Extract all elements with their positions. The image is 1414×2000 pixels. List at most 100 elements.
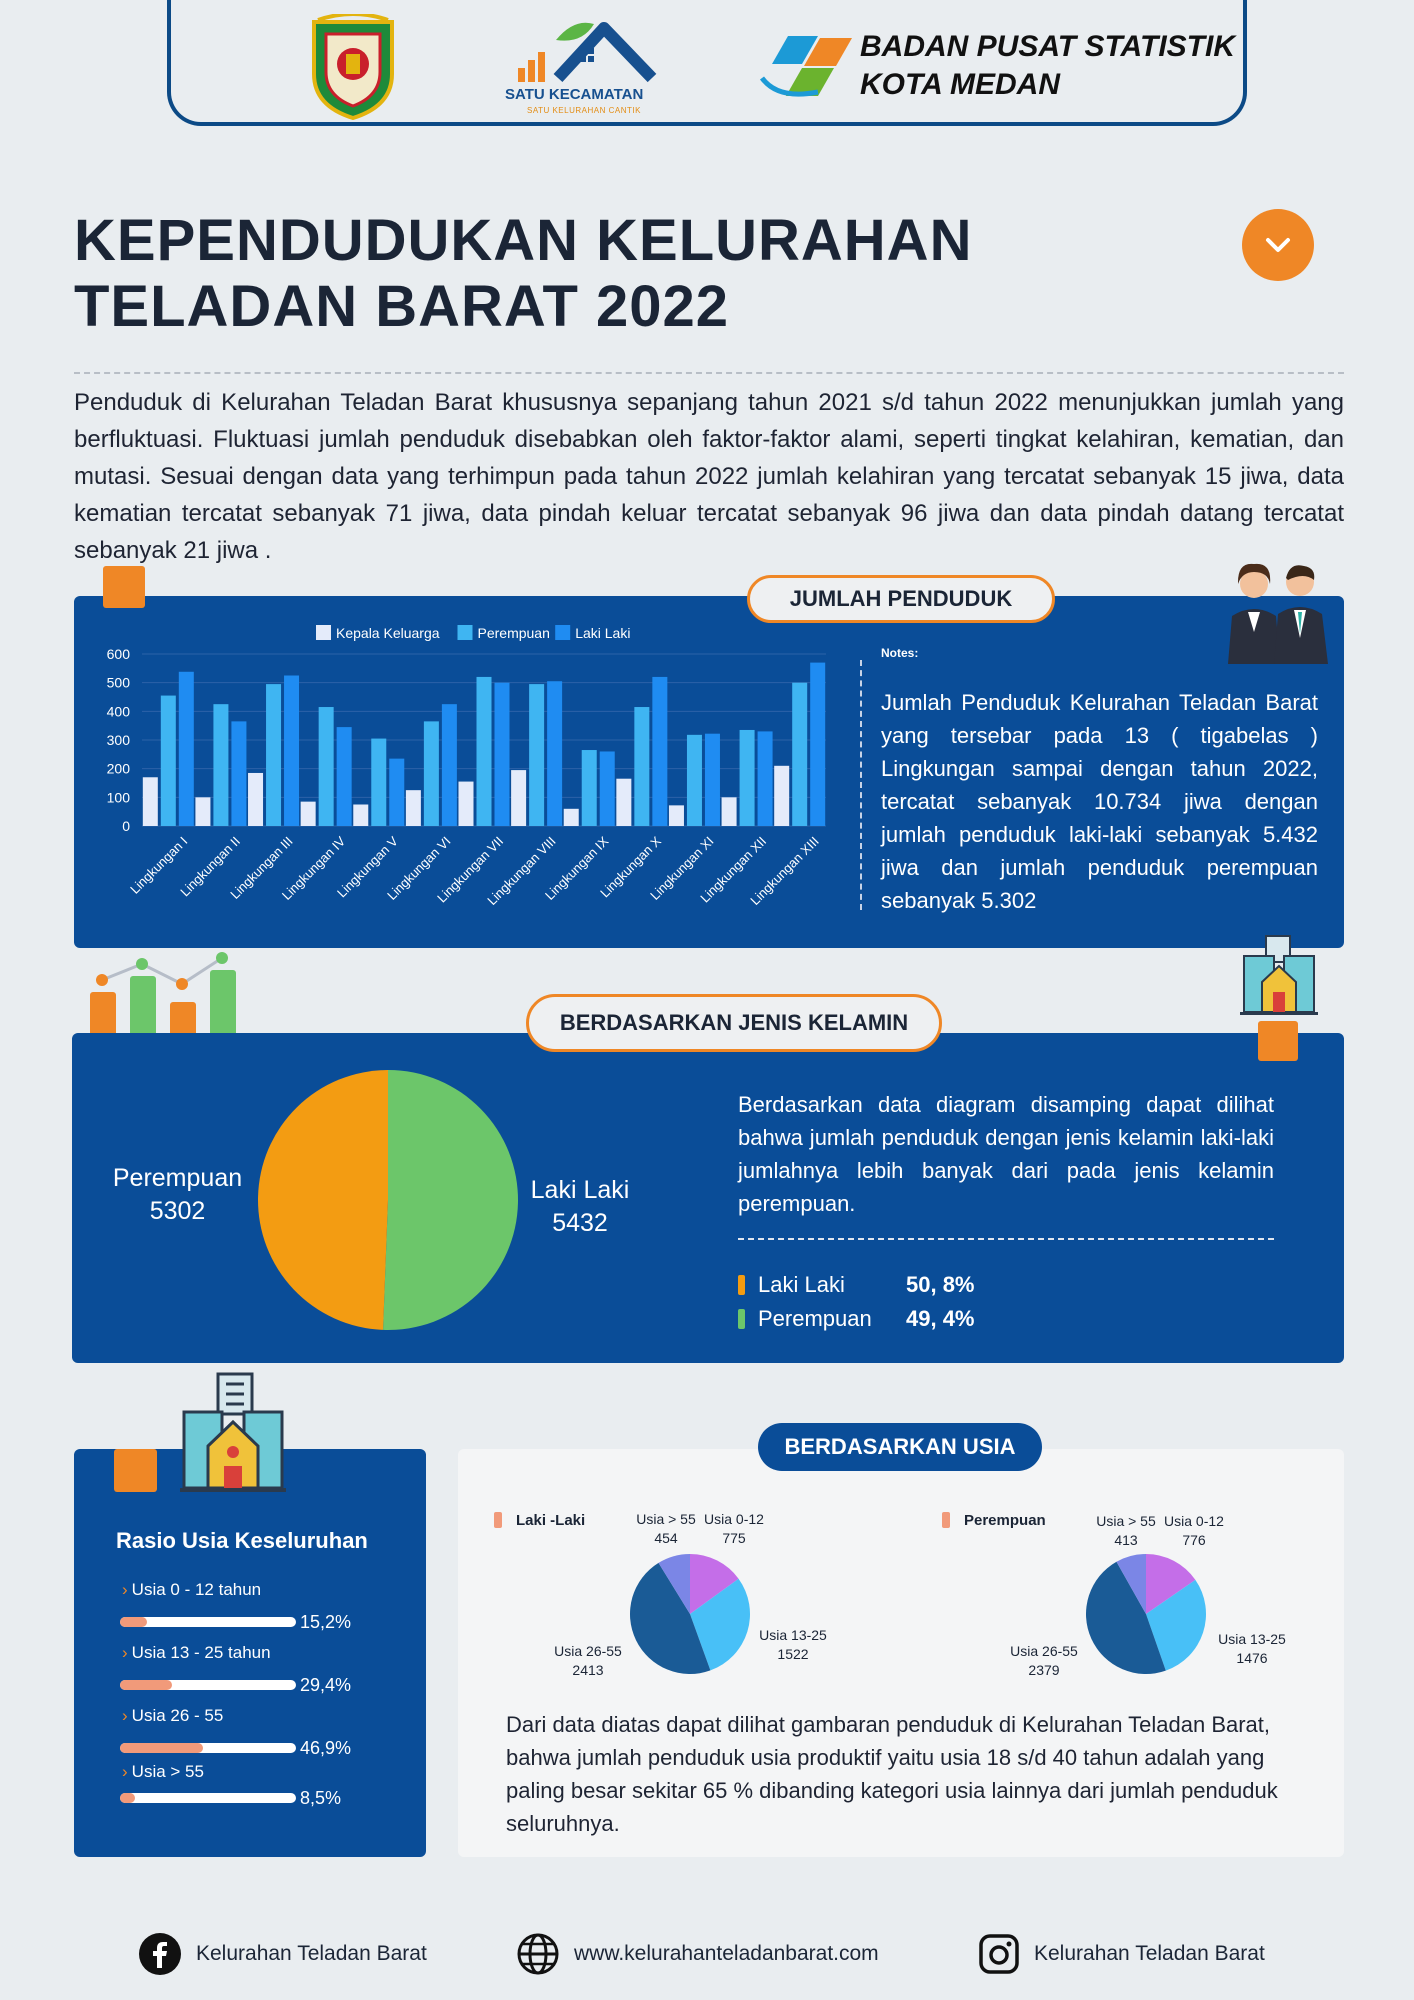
female-age-heading-text: Perempuan [964,1512,1046,1529]
ratio-bar-26-55 [120,1743,296,1753]
pie-label-value: 413 [1114,1532,1138,1548]
bar [476,676,492,826]
ratio-bar-0-12 [120,1617,296,1627]
footer-facebook-text: Kelurahan Teladan Barat [196,1942,427,1965]
bar [739,729,755,826]
bar [213,704,229,826]
page-title-line1: KEPENDUDUKAN KELURAHAN [74,208,973,273]
pie-label-name: Usia 13-25 [759,1627,827,1643]
facebook-icon [139,1933,181,1975]
female-label-26-55: Usia 26-55 2379 [998,1642,1090,1680]
laki-pie-label-value: 5432 [552,1209,608,1237]
pie-slice [690,1578,750,1671]
ratio-label-text: Usia > 55 [131,1762,204,1781]
legend-label-laki: Laki Laki [758,1272,845,1297]
ratio-bar-13-25 [120,1680,296,1690]
age-ratio-panel [74,1449,426,1857]
ratio-fill [120,1680,172,1690]
chevron-right-icon: › [122,1643,128,1662]
ratio-fill [120,1617,147,1627]
bar [810,662,826,826]
age-description: Dari data diatas dapat dilihat gambaran … [506,1712,1278,1836]
legend-item-laki: Laki Laki 50, 8% [738,1272,1038,1302]
pie-slice [1146,1554,1196,1614]
pie-label-value: 454 [654,1530,678,1546]
program-tagline: SATU KELURAHAN CANTIK [527,106,641,115]
chevron-right-icon: › [122,1580,128,1599]
age-panel [458,1449,1344,1857]
pie-label-value: 1522 [777,1646,809,1662]
male-marker [494,1512,502,1528]
legend-swatch [457,625,473,640]
legend-swatch [555,625,571,640]
legend-swatch-laki [738,1275,745,1295]
male-label-55-plus: Usia > 55 454 [622,1510,710,1548]
intro-paragraph: Penduduk di Kelurahan Teladan Barat khus… [74,389,1344,564]
legend-label-perempuan: Perempuan [758,1306,872,1331]
city-home-icon [180,1372,286,1492]
female-age-heading: Perempuan [942,1512,1046,1529]
page-title: KEPENDUDUKAN KELURAHAN TELADAN BARAT 202… [74,208,1034,340]
bar [458,781,474,826]
notes-text: Jumlah Penduduk Kelurahan Teladan Barat … [881,690,1318,913]
female-label-13-25: Usia 13-25 1476 [1206,1630,1298,1668]
population-heading: JUMLAH PENDUDUK [747,575,1055,623]
legend-item-perempuan: Perempuan 49, 4% [738,1306,1038,1336]
ratio-bar-55-plus [120,1793,296,1803]
globe-icon [517,1933,559,1975]
bps-logo-icon [759,36,852,97]
ratio-label-55-plus: › Usia > 55 [122,1762,204,1782]
building-home-icon [1240,935,1318,1015]
male-label-13-25: Usia 13-25 1522 [748,1626,838,1664]
y-tick-label: 0 [122,818,130,834]
y-tick-label: 300 [107,732,131,748]
female-marker [942,1512,950,1528]
agency-name-line2: KOTA MEDAN [860,68,1060,101]
pie-slice [258,1070,388,1330]
bar [616,778,632,826]
female-age-pie-chart [1086,1554,1206,1674]
pie-label-name: Usia > 55 [1096,1513,1156,1529]
footer-facebook-link[interactable]: Kelurahan Teladan Barat [138,1932,427,1976]
chart-legend-item: Perempuan [457,625,550,641]
title-divider [74,372,1344,374]
ratio-label-text: Usia 13 - 25 tahun [131,1643,271,1662]
bar [494,682,510,826]
pie-slice [630,1562,711,1674]
pie-label-value: 776 [1182,1532,1206,1548]
bar [248,772,264,826]
y-tick-label: 100 [107,789,131,805]
bar [266,684,282,826]
gender-divider [738,1238,1274,1240]
footer-instagram-text: Kelurahan Teladan Barat [1034,1942,1265,1965]
footer-instagram-link[interactable]: Kelurahan Teladan Barat [978,1932,1265,1976]
legend-label: Kepala Keluarga [336,625,440,641]
ratio-value-13-25: 29,4% [300,1675,352,1695]
satu-kecamatan-logo-icon [518,22,657,83]
legend-value-perempuan: 49, 4% [906,1306,975,1331]
age-heading: BERDASARKAN USIA [758,1423,1042,1471]
bar [774,765,790,826]
perempuan-pie-label: Perempuan 5302 [100,1162,255,1228]
footer-website-link[interactable]: www.kelurahanteladanbarat.com [516,1932,879,1976]
program-name: SATU KECAMATAN [505,86,644,103]
pie-slice [1086,1561,1166,1674]
ratio-label-26-55: › Usia 26 - 55 [122,1706,223,1726]
pie-label-value: 2379 [1028,1662,1060,1678]
laki-pie-label-name: Laki Laki [530,1176,630,1204]
ratio-fill [120,1793,135,1803]
bar [529,684,545,826]
bar [757,731,773,826]
decorative-square [1258,1021,1298,1061]
y-tick-label: 400 [107,703,131,719]
pie-slice [1116,1554,1146,1614]
bar [389,758,405,826]
scroll-down-button[interactable] [1242,209,1314,281]
bar [721,797,737,826]
chevron-right-icon: › [122,1762,128,1781]
bar [704,733,720,826]
ratio-value-55-plus: 8,5% [300,1788,342,1808]
ratio-label-0-12: › Usia 0 - 12 tahun [122,1580,261,1600]
bar [686,734,702,826]
decorative-square [114,1449,157,1492]
